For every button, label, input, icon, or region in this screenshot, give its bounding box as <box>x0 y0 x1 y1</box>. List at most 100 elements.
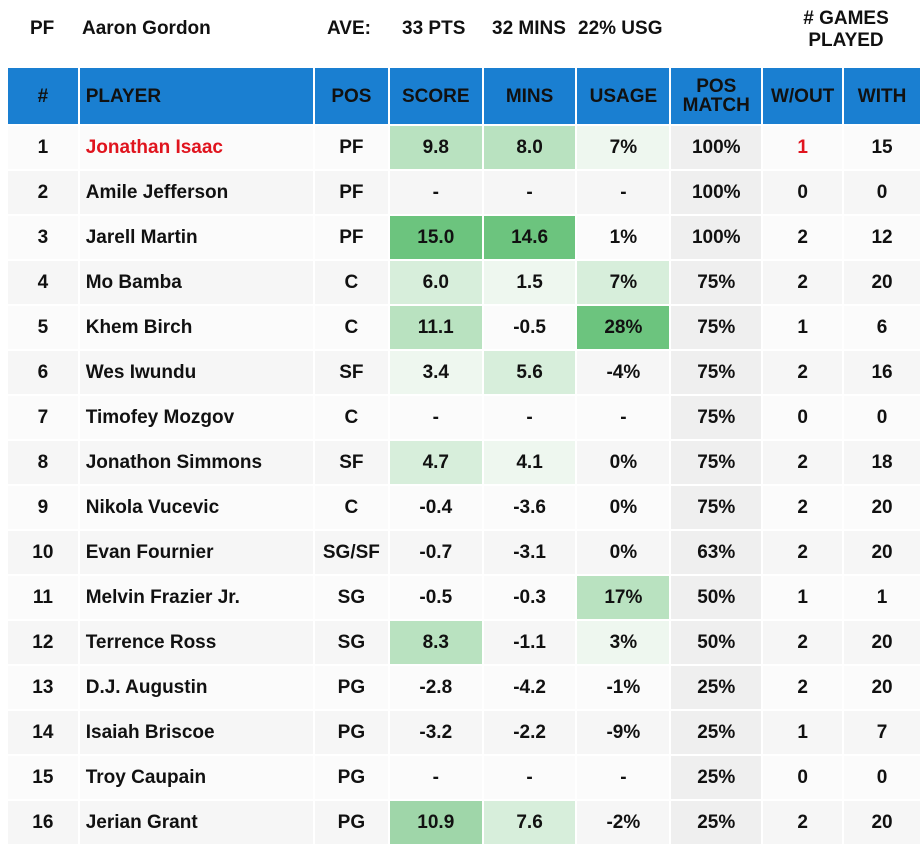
table-row: 13 D.J. Augustin PG -2.8 -4.2 -1% 25% 2 20 <box>8 666 920 709</box>
cell-score: 10.9 <box>389 801 482 844</box>
cell-pos: SG <box>314 621 388 664</box>
cell-pos-match: 75% <box>671 396 762 439</box>
cell-num: 8 <box>8 441 78 484</box>
table-body: 1 Jonathan Isaac PF 9.8 8.0 7% 100% 1 15 2 Amile J… <box>8 126 920 844</box>
header-mins: 32 MINS <box>492 18 566 39</box>
cell-player: Nikola Vucevic <box>79 486 313 529</box>
table-row: 16 Jerian Grant PG 10.9 7.6 -2% 25% 2 20 <box>8 801 920 844</box>
cell-with: 18 <box>844 441 920 484</box>
col-pos: POS <box>314 68 388 124</box>
cell-mins: -3.1 <box>483 531 576 574</box>
cell-player: Jerian Grant <box>79 801 313 844</box>
cell-score: - <box>389 396 482 439</box>
cell-player: Mo Bamba <box>79 261 313 304</box>
cell-with: 20 <box>844 261 920 304</box>
cell-pos: C <box>314 306 388 349</box>
cell-player: Isaiah Briscoe <box>79 711 313 754</box>
table-row: 1 Jonathan Isaac PF 9.8 8.0 7% 100% 1 15 <box>8 126 920 169</box>
cell-usage: - <box>577 396 670 439</box>
cell-with: 7 <box>844 711 920 754</box>
cell-mins: -0.3 <box>483 576 576 619</box>
cell-player: Jonathon Simmons <box>79 441 313 484</box>
cell-num: 15 <box>8 756 78 799</box>
cell-pos-match: 75% <box>671 306 762 349</box>
cell-score: 8.3 <box>389 621 482 664</box>
table-row: 2 Amile Jefferson PF - - -100% 0 0 <box>8 171 920 214</box>
cell-without: 2 <box>763 531 843 574</box>
cell-score: 3.4 <box>389 351 482 394</box>
col-without: W/OUT <box>763 68 843 124</box>
cell-with: 20 <box>844 531 920 574</box>
table-row: 5 Khem Birch C 11.1 -0.5 28% 75% 1 6 <box>8 306 920 349</box>
cell-score: -3.2 <box>389 711 482 754</box>
cell-score: 6.0 <box>389 261 482 304</box>
cell-usage: - <box>577 756 670 799</box>
cell-mins: 14.6 <box>483 216 576 259</box>
cell-player: D.J. Augustin <box>79 666 313 709</box>
cell-usage: 28% <box>577 306 670 349</box>
cell-mins: -2.2 <box>483 711 576 754</box>
cell-score: -0.7 <box>389 531 482 574</box>
header-position: PF <box>30 18 55 39</box>
cell-pos-match: 75% <box>671 351 762 394</box>
cell-pos-match: 25% <box>671 801 762 844</box>
cell-num: 1 <box>8 126 78 169</box>
cell-with: 0 <box>844 396 920 439</box>
cell-pos: PG <box>314 801 388 844</box>
cell-mins: -0.5 <box>483 306 576 349</box>
cell-pos: SG <box>314 576 388 619</box>
table-row: 15 Troy Caupain PG - - -25% 0 0 <box>8 756 920 799</box>
cell-without: 2 <box>763 216 843 259</box>
cell-pos: PF <box>314 126 388 169</box>
cell-usage: 17% <box>577 576 670 619</box>
cell-player: Melvin Frazier Jr. <box>79 576 313 619</box>
cell-score: 11.1 <box>389 306 482 349</box>
cell-score: - <box>389 171 482 214</box>
cell-num: 13 <box>8 666 78 709</box>
col-num: # <box>8 68 78 124</box>
cell-with: 15 <box>844 126 920 169</box>
col-mins: MINS <box>483 68 576 124</box>
cell-without: 2 <box>763 486 843 529</box>
cell-usage: -1% <box>577 666 670 709</box>
cell-with: 1 <box>844 576 920 619</box>
summary-header: PF Aaron Gordon AVE: 33 PTS 32 MINS 22% … <box>0 0 922 62</box>
cell-mins: -4.2 <box>483 666 576 709</box>
header-games-played: # GAMES PLAYED <box>803 8 889 51</box>
cell-pos-match: 100% <box>671 126 762 169</box>
col-with: WITH <box>844 68 920 124</box>
cell-pos-match: 63% <box>671 531 762 574</box>
table-row: 7 Timofey Mozgov C - - -75% 0 0 <box>8 396 920 439</box>
cell-with: 0 <box>844 756 920 799</box>
table-row: 12 Terrence Ross SG 8.3 -1.1 3% 50% 2 20 <box>8 621 920 664</box>
table-header-row: # PLAYER POS SCORE MINS USAGE POS MATCH … <box>8 68 920 124</box>
cell-player: Timofey Mozgov <box>79 396 313 439</box>
cell-mins: -3.6 <box>483 486 576 529</box>
cell-mins: -1.1 <box>483 621 576 664</box>
cell-pos: PF <box>314 171 388 214</box>
cell-player: Terrence Ross <box>79 621 313 664</box>
cell-num: 11 <box>8 576 78 619</box>
cell-pos-match: 50% <box>671 621 762 664</box>
cell-player: Khem Birch <box>79 306 313 349</box>
cell-player: Wes Iwundu <box>79 351 313 394</box>
cell-score: 4.7 <box>389 441 482 484</box>
cell-usage: 0% <box>577 441 670 484</box>
cell-player: Evan Fournier <box>79 531 313 574</box>
cell-pos-match: 100% <box>671 216 762 259</box>
cell-pos: PG <box>314 666 388 709</box>
cell-num: 9 <box>8 486 78 529</box>
cell-num: 2 <box>8 171 78 214</box>
cell-pos: SG/SF <box>314 531 388 574</box>
cell-without: 0 <box>763 171 843 214</box>
cell-mins: 1.5 <box>483 261 576 304</box>
cell-score: 9.8 <box>389 126 482 169</box>
player-table: # PLAYER POS SCORE MINS USAGE POS MATCH … <box>6 66 922 846</box>
cell-without: 1 <box>763 306 843 349</box>
table-row: 10 Evan Fournier SG/SF -0.7 -3.1 0% 63% 2 20 <box>8 531 920 574</box>
cell-score: 15.0 <box>389 216 482 259</box>
col-usage: USAGE <box>577 68 670 124</box>
cell-player: Troy Caupain <box>79 756 313 799</box>
cell-mins: - <box>483 756 576 799</box>
col-player: PLAYER <box>79 68 313 124</box>
